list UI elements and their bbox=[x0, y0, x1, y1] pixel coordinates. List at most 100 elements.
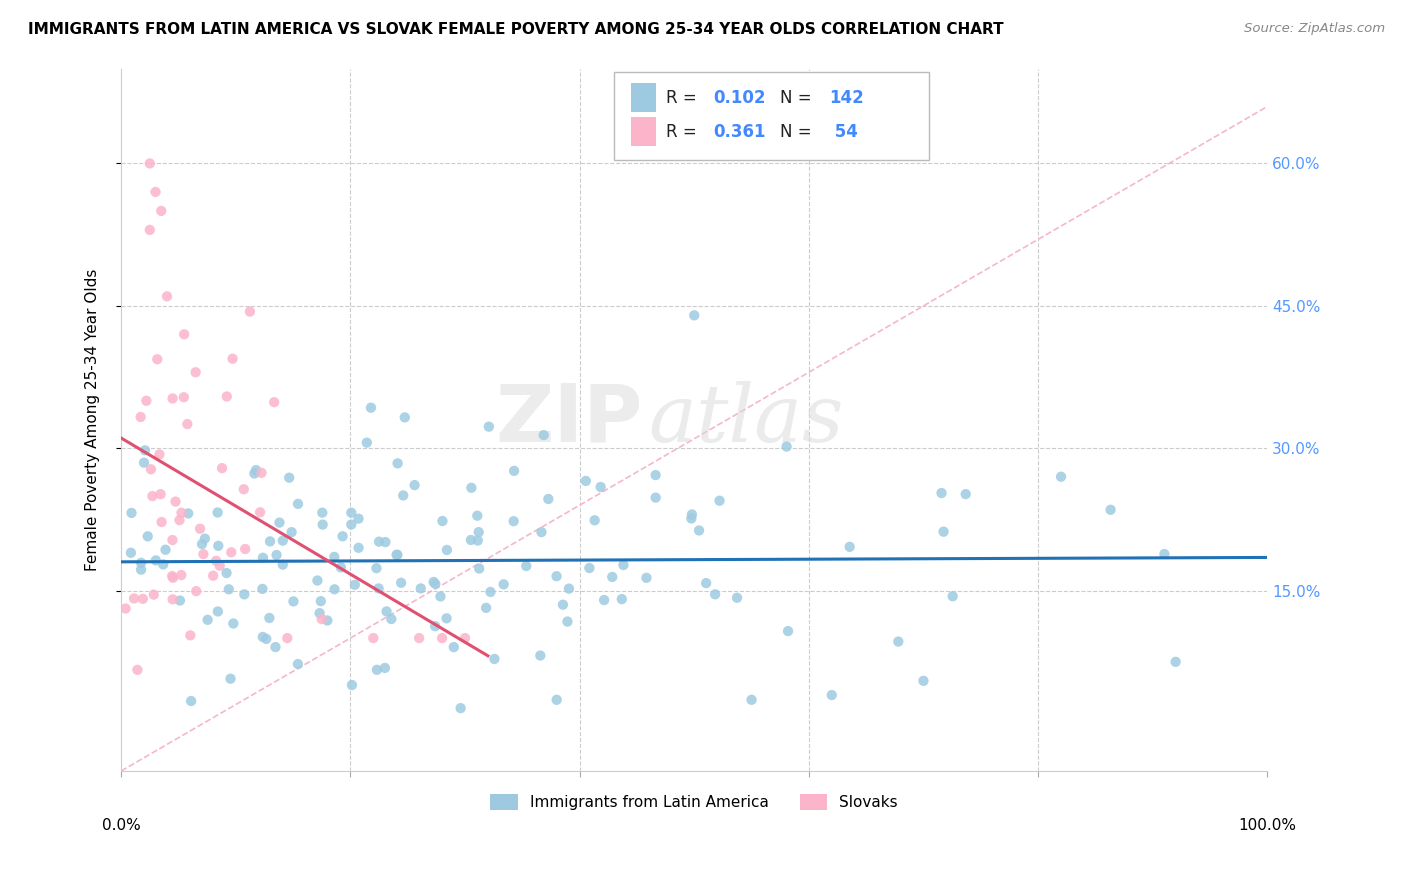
Point bbox=[309, 594, 332, 608]
Point bbox=[484, 652, 506, 666]
Point bbox=[460, 481, 482, 495]
Point bbox=[208, 558, 231, 573]
Point bbox=[380, 612, 402, 626]
Point bbox=[374, 535, 396, 549]
Point bbox=[311, 517, 333, 532]
Point bbox=[202, 568, 225, 582]
Point bbox=[425, 577, 447, 591]
Point bbox=[389, 575, 412, 590]
Point bbox=[340, 678, 363, 692]
Point bbox=[610, 592, 633, 607]
Text: 54: 54 bbox=[830, 122, 859, 141]
Point bbox=[583, 513, 606, 527]
Point bbox=[271, 558, 294, 572]
Point bbox=[356, 435, 378, 450]
Point bbox=[215, 390, 238, 404]
Point bbox=[129, 409, 152, 424]
Point bbox=[942, 589, 965, 603]
Point bbox=[221, 351, 243, 366]
Text: N =: N = bbox=[780, 122, 817, 141]
Point bbox=[169, 593, 191, 607]
Point bbox=[278, 471, 301, 485]
Text: R =: R = bbox=[665, 122, 702, 141]
Point bbox=[311, 612, 333, 626]
Point bbox=[250, 466, 273, 480]
Point bbox=[385, 548, 408, 562]
Point bbox=[134, 443, 156, 458]
Point bbox=[422, 574, 444, 589]
Point bbox=[135, 393, 157, 408]
Point bbox=[211, 461, 233, 475]
Point bbox=[180, 694, 202, 708]
Text: 0.361: 0.361 bbox=[714, 122, 766, 141]
Point bbox=[136, 529, 159, 543]
Point bbox=[430, 631, 453, 645]
Point bbox=[283, 594, 305, 608]
Point bbox=[150, 203, 173, 218]
Point bbox=[688, 524, 710, 538]
Point bbox=[271, 533, 294, 548]
Point bbox=[276, 631, 298, 645]
Point bbox=[436, 611, 458, 625]
Point bbox=[475, 600, 498, 615]
Point bbox=[530, 525, 553, 540]
Point bbox=[149, 487, 172, 501]
Point bbox=[169, 513, 191, 527]
Point bbox=[145, 185, 167, 199]
Text: Source: ZipAtlas.com: Source: ZipAtlas.com bbox=[1244, 22, 1385, 36]
Point bbox=[323, 582, 346, 597]
Point bbox=[307, 574, 329, 588]
Point bbox=[429, 590, 451, 604]
Point bbox=[114, 601, 136, 615]
Point bbox=[186, 584, 208, 599]
Point bbox=[340, 506, 363, 520]
Point bbox=[912, 673, 935, 688]
Point bbox=[266, 548, 288, 562]
Point bbox=[1153, 547, 1175, 561]
Point bbox=[205, 554, 228, 568]
Point bbox=[129, 563, 152, 577]
Point bbox=[207, 506, 229, 520]
Point bbox=[194, 532, 217, 546]
Point bbox=[184, 365, 207, 379]
Point bbox=[311, 506, 333, 520]
Point bbox=[280, 525, 302, 540]
Legend: Immigrants from Latin America, Slovaks: Immigrants from Latin America, Slovaks bbox=[485, 788, 904, 816]
Point bbox=[423, 619, 446, 633]
Point bbox=[468, 561, 491, 575]
Point bbox=[387, 548, 409, 562]
Point bbox=[162, 392, 184, 406]
Point bbox=[546, 569, 568, 583]
Text: IMMIGRANTS FROM LATIN AMERICA VS SLOVAK FEMALE POVERTY AMONG 25-34 YEAR OLDS COR: IMMIGRANTS FROM LATIN AMERICA VS SLOVAK … bbox=[28, 22, 1004, 37]
Point bbox=[287, 497, 309, 511]
Y-axis label: Female Poverty Among 25-34 Year Olds: Female Poverty Among 25-34 Year Olds bbox=[86, 268, 100, 571]
Point bbox=[269, 516, 291, 530]
Point bbox=[392, 488, 415, 502]
Point bbox=[1050, 469, 1073, 483]
Text: R =: R = bbox=[665, 88, 702, 107]
Text: 0.0%: 0.0% bbox=[101, 819, 141, 833]
Point bbox=[838, 540, 860, 554]
Point bbox=[132, 591, 155, 606]
Point bbox=[141, 489, 163, 503]
Point bbox=[233, 587, 256, 601]
Point bbox=[287, 657, 309, 671]
Point bbox=[887, 634, 910, 648]
Point bbox=[340, 517, 363, 532]
Point bbox=[254, 632, 277, 646]
Point bbox=[156, 289, 179, 303]
Point bbox=[775, 440, 797, 454]
Point bbox=[232, 483, 254, 497]
Point bbox=[215, 566, 238, 580]
Point bbox=[259, 611, 281, 625]
Point bbox=[129, 556, 152, 570]
Point bbox=[162, 533, 184, 547]
Point bbox=[776, 624, 799, 639]
Point bbox=[173, 390, 195, 404]
Point bbox=[551, 598, 574, 612]
Point bbox=[142, 588, 165, 602]
Point bbox=[537, 491, 560, 506]
Point bbox=[478, 419, 501, 434]
Point bbox=[1099, 502, 1122, 516]
Point bbox=[252, 550, 274, 565]
